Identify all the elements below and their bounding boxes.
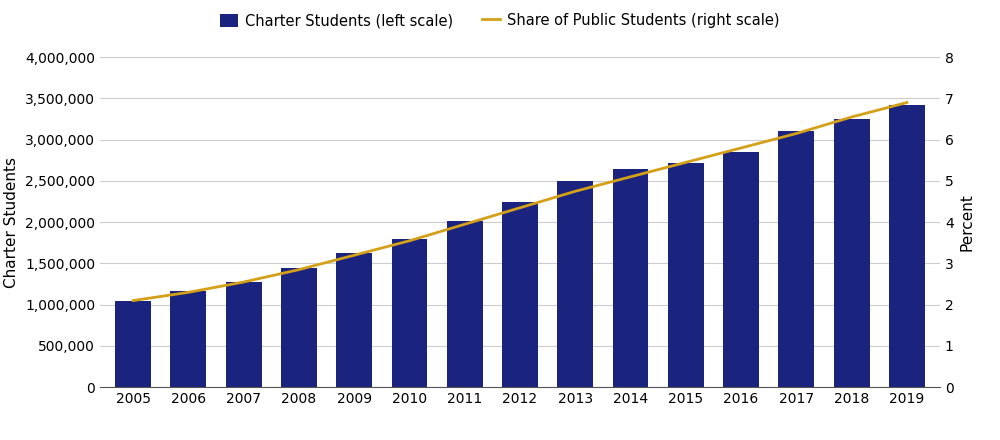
Legend: Charter Students (left scale), Share of Public Students (right scale): Charter Students (left scale), Share of … [214,7,786,34]
Bar [557,181,593,387]
Bar [613,169,648,387]
Bar [447,220,483,387]
Bar [226,282,262,387]
Bar [170,291,206,387]
Bar [281,268,317,387]
Bar [502,202,538,387]
Y-axis label: Percent: Percent [959,193,974,251]
Bar [834,119,870,387]
Bar [723,152,759,387]
Bar [115,301,151,387]
Bar [778,132,814,387]
Bar [668,163,704,387]
Y-axis label: Charter Students: Charter Students [4,157,19,288]
Bar [336,253,372,387]
Bar [889,105,925,387]
Bar [392,238,427,387]
